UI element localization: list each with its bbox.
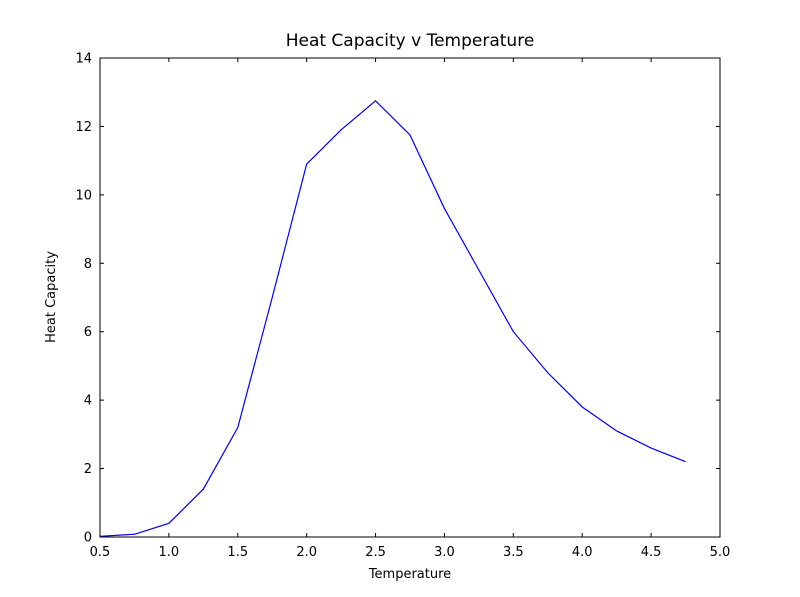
axes-box xyxy=(99,57,721,538)
x-tick-label: 4.5 xyxy=(641,545,662,560)
chart-title: Heat Capacity v Temperature xyxy=(286,31,535,51)
x-tick-label: 3.5 xyxy=(503,545,524,560)
y-tick-label: 12 xyxy=(75,120,92,135)
y-tick-label: 8 xyxy=(84,257,92,272)
y-tick-label: 6 xyxy=(84,325,92,340)
x-tick-label: 3.0 xyxy=(434,545,455,560)
y-tick-label: 14 xyxy=(75,52,92,67)
y-axis-label: Heat Capacity xyxy=(44,251,59,343)
plot-area xyxy=(100,58,720,537)
x-tick-label: 2.0 xyxy=(296,545,317,560)
x-tick-label: 1.0 xyxy=(159,545,180,560)
y-tick-label: 0 xyxy=(84,531,92,546)
y-tick-label: 4 xyxy=(84,394,92,409)
x-axis-label: Temperature xyxy=(368,567,451,582)
x-tick-label: 0.5 xyxy=(90,545,111,560)
x-tick-label: 4.0 xyxy=(572,545,593,560)
y-tick-label: 10 xyxy=(75,188,92,203)
y-tick-label: 2 xyxy=(84,462,92,477)
x-tick-label: 1.5 xyxy=(227,545,248,560)
x-tick-label: 5.0 xyxy=(710,545,731,560)
x-tick-label: 2.5 xyxy=(365,545,386,560)
x-axis-ticks: 0.5 1.0 1.5 2.0 2.5 3.0 3.5 4.0 4.5 5.0 xyxy=(90,58,731,560)
y-axis-ticks: 0 2 4 6 8 10 12 14 xyxy=(75,52,720,546)
series-line xyxy=(99,99,686,537)
